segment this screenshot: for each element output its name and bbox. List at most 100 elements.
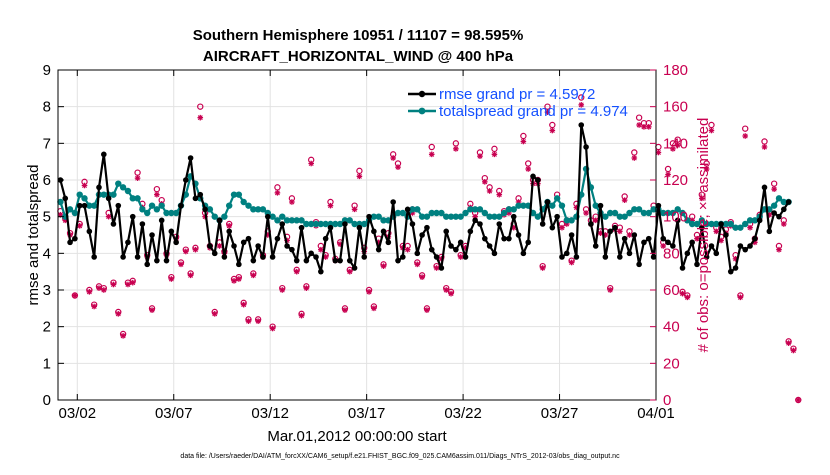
totalspread-point <box>549 202 555 208</box>
obs-assimilated-point <box>212 311 218 317</box>
obs-possible-point <box>429 144 434 149</box>
legend-rmse-label: rmse grand pr = 4.5972 <box>439 86 595 103</box>
rmse-point <box>405 207 411 213</box>
obs-assimilated-point <box>125 282 131 288</box>
rmse-point <box>742 247 748 253</box>
obs-assimilated-point <box>443 287 449 293</box>
rmse-point <box>67 240 73 246</box>
rmse-point <box>169 229 175 235</box>
rmse-point <box>747 243 753 249</box>
rmse-point <box>757 218 763 224</box>
totalspread-point <box>81 195 87 201</box>
obs-assimilated-point <box>747 225 753 231</box>
obs-assimilated-point <box>299 313 305 319</box>
rmse-point <box>434 254 440 260</box>
obs-assimilated-point <box>226 223 232 229</box>
rmse-point <box>255 243 261 249</box>
obs-assimilated-point <box>197 115 203 121</box>
y-left-tick-label: 9 <box>43 62 51 79</box>
rmse-point <box>607 229 613 235</box>
rmse-point <box>545 199 551 205</box>
obs-assimilated-point <box>342 307 348 313</box>
y-right-tick-label: 40 <box>663 319 680 336</box>
x-axis-label: Mar.01,2012 00:00:00 start <box>267 428 447 445</box>
totalspread-point <box>110 191 116 197</box>
rmse-point <box>771 210 777 216</box>
rmse-point <box>501 236 507 242</box>
rmse-point <box>414 251 420 257</box>
rmse-point <box>458 240 464 246</box>
rmse-point <box>530 174 536 180</box>
obs-assimilated-point <box>496 192 502 198</box>
rmse-point <box>482 236 488 242</box>
rmse-point <box>318 269 324 275</box>
rmse-point <box>578 122 584 128</box>
rmse-point <box>202 207 208 213</box>
rmse-point <box>120 254 126 260</box>
rmse-point <box>583 144 589 150</box>
obs-assimilated-point <box>120 333 126 339</box>
totalspread-point <box>535 213 541 219</box>
rmse-point <box>337 258 343 264</box>
obs-assimilated-point <box>492 152 498 158</box>
rmse-point <box>77 203 83 209</box>
obs-assimilated-point <box>627 232 633 238</box>
rmse-point <box>231 243 237 249</box>
obs-assimilated-point <box>178 262 184 268</box>
rmse-point <box>506 236 512 242</box>
obs-assimilated-point <box>583 210 589 216</box>
rmse-point <box>106 196 112 202</box>
rmse-point <box>135 254 141 260</box>
obs-assimilated-point <box>371 306 377 312</box>
obs-assimilated-point <box>771 186 777 192</box>
rmse-point <box>299 225 305 231</box>
rmse-point <box>713 251 719 257</box>
legend-rmse-marker <box>419 91 425 97</box>
obs-assimilated-point <box>135 175 141 181</box>
totalspread-point <box>236 191 242 197</box>
rmse-point <box>91 254 97 260</box>
totalspread-point <box>554 195 560 201</box>
y-right-tick-label: 160 <box>663 99 688 116</box>
rmse-point <box>390 199 396 205</box>
rmse-point <box>733 265 739 271</box>
rmse-point <box>376 247 382 253</box>
obs-assimilated-point <box>395 164 401 170</box>
rmse-point <box>96 185 102 191</box>
totalspread-point <box>221 213 227 219</box>
obs-possible-point <box>743 126 748 131</box>
obs-assimilated-point <box>622 197 628 203</box>
obs-assimilated-point <box>738 295 744 301</box>
rmse-point <box>448 243 454 249</box>
obs-assimilated-point <box>636 122 642 128</box>
rmse-point <box>646 236 652 242</box>
rmse-point <box>226 229 232 235</box>
obs-assimilated-point <box>72 293 78 299</box>
obs-assimilated-point <box>231 278 237 284</box>
x-tick-label: 03/12 <box>251 405 289 422</box>
y-right-tick-label: 20 <box>663 355 680 372</box>
rmse-point <box>144 262 150 268</box>
obs-assimilated-point <box>680 291 686 297</box>
rmse-point <box>477 221 483 227</box>
obs-possible-point <box>637 115 642 120</box>
figure: Southern Hemisphere 10951 / 11107 = 98.5… <box>0 0 830 470</box>
rmse-point <box>525 240 531 246</box>
rmse-point <box>115 203 121 209</box>
obs-assimilated-point <box>405 247 411 253</box>
obs-assimilated-point <box>429 152 435 158</box>
rmse-point <box>641 240 647 246</box>
obs-possible-point <box>665 166 670 171</box>
obs-assimilated-point <box>786 340 792 346</box>
obs-possible-point <box>526 161 531 166</box>
obs-assimilated-point <box>255 318 261 324</box>
rmse-point <box>164 258 170 264</box>
rmse-point <box>279 221 285 227</box>
rmse-point <box>492 251 498 257</box>
totalspread-point <box>158 202 164 208</box>
obs-assimilated-point <box>188 273 194 279</box>
obs-assimilated-point <box>241 302 247 308</box>
rmse-point <box>622 236 628 242</box>
obs-assimilated-point <box>762 144 768 150</box>
rmse-point <box>173 240 179 246</box>
